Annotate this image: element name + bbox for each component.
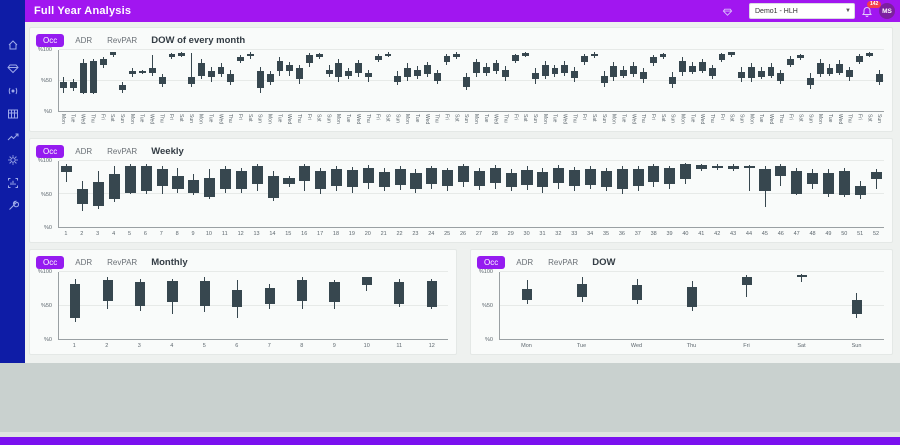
- plot-area: [58, 49, 884, 112]
- tab-revpar[interactable]: RevPAR: [107, 146, 138, 156]
- tab-adr[interactable]: ADR: [516, 257, 534, 267]
- candlestick-chart-dow-of-every-month: %0 %50 %100 Mon Tue Wed Thu Fri Sat Sun Mon Tue Wed…: [32, 47, 888, 129]
- plot-area: [58, 160, 884, 228]
- tab-occ[interactable]: Occ: [36, 144, 65, 158]
- tab-adr[interactable]: ADR: [75, 35, 93, 45]
- tab-bar: Occ ADR RevPAR Weekly: [30, 139, 892, 158]
- notification-badge: 142: [867, 1, 882, 8]
- chart-title: Weekly: [151, 145, 184, 157]
- tab-adr[interactable]: ADR: [75, 257, 93, 267]
- panel-dow-of-every-month: Occ ADR RevPAR DOW of every month %0 %50%…: [29, 27, 893, 132]
- table-icon[interactable]: [7, 108, 19, 120]
- property-select[interactable]: Demo1 - HLH ▼: [749, 3, 855, 19]
- main-content: Occ ADR RevPAR DOW of every month %0 %50%…: [25, 22, 900, 363]
- x-axis-labels: Mon Tue Wed Thu Fri Sat Sun Mon Tue Wed Thu Fri Sat S…: [59, 114, 883, 125]
- sidebar: [0, 0, 25, 363]
- gem-icon[interactable]: [6, 62, 19, 74]
- candlestick-chart-weekly: %0 %50 %100 1 2 3 4 5 6 7 8 9 10 11 12 13 14 15 16 17 18 19 2…: [32, 158, 888, 240]
- chart-title: DOW: [592, 256, 616, 268]
- tab-revpar[interactable]: RevPAR: [548, 257, 579, 267]
- avatar[interactable]: MS: [879, 3, 895, 19]
- page-title: Full Year Analysis: [34, 5, 132, 17]
- gear-icon[interactable]: [7, 154, 19, 166]
- candlestick-chart-monthly: %0 %50 %100 1 2 3 4 5 6 7 8 9 10 11 12: [32, 269, 452, 352]
- top-bar: Full Year Analysis Demo1 - HLH ▼ 142 MS: [25, 0, 900, 22]
- dashboard-frame-icon[interactable]: [7, 177, 19, 189]
- tab-adr[interactable]: ADR: [75, 146, 93, 156]
- x-axis-labels: 1 2 3 4 5 6 7 8 9 10 11 12: [72, 343, 435, 349]
- notifications-icon[interactable]: 142: [862, 1, 882, 17]
- x-axis-labels: Mon Tue Wed Thu Fri Sat Sun: [521, 343, 862, 349]
- wrench-icon[interactable]: [7, 200, 19, 212]
- broadcast-icon[interactable]: [7, 85, 19, 97]
- y-axis-labels: %0 %50 %100: [37, 158, 52, 231]
- y-axis-labels: %0 %50 %100: [37, 47, 52, 115]
- chevron-down-icon: ▼: [845, 8, 851, 14]
- tab-bar: Occ ADR RevPAR DOW: [471, 250, 892, 269]
- footer-background: [0, 363, 900, 432]
- tab-bar: Occ ADR RevPAR DOW of every month: [30, 28, 892, 47]
- chart-title: DOW of every month: [151, 34, 246, 46]
- tab-bar: Occ ADR RevPAR Monthly: [30, 250, 456, 269]
- tab-revpar[interactable]: RevPAR: [107, 35, 138, 45]
- plot-area: [499, 271, 884, 340]
- footer-accent-bar: [0, 437, 900, 445]
- panel-dow: Occ ADR RevPAR DOW %0 %50 %100 Mon Tue Wed Th…: [470, 249, 893, 355]
- home-icon[interactable]: [7, 39, 19, 51]
- candlestick-chart-dow: %0 %50 %100 Mon Tue Wed Thu Fri Sat Sun: [473, 269, 888, 352]
- x-axis-labels: 1 2 3 4 5 6 7 8 9 10 11 12 13 14 15 16 17 18 19 20 21 22 23 24 2…: [64, 231, 880, 237]
- tab-occ[interactable]: Occ: [36, 255, 65, 269]
- gem-button[interactable]: [720, 4, 734, 18]
- property-select-value: Demo1 - HLH: [755, 7, 798, 15]
- y-axis-labels: %0 %50 %100: [37, 269, 52, 343]
- tab-occ[interactable]: Occ: [477, 255, 506, 269]
- chart-title: Monthly: [151, 256, 188, 268]
- top-bar-actions: Demo1 - HLH ▼ 142 MS: [720, 1, 895, 19]
- tab-revpar[interactable]: RevPAR: [107, 257, 138, 267]
- y-axis-labels: %0 %50 %100: [478, 269, 493, 343]
- footer-divider: [0, 432, 900, 437]
- tab-occ[interactable]: Occ: [36, 33, 65, 47]
- trend-line-icon[interactable]: [7, 131, 19, 143]
- plot-area: [58, 271, 448, 340]
